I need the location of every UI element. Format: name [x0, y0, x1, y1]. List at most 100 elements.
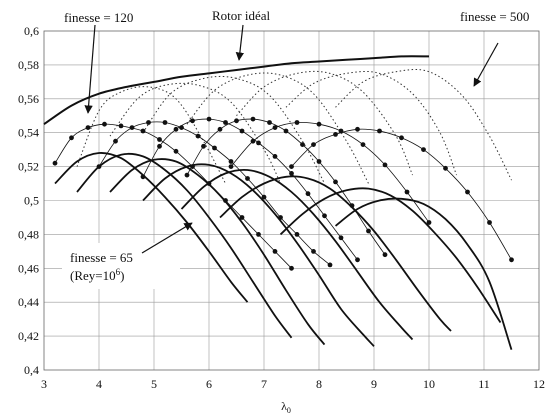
- data-point: [52, 160, 58, 166]
- series-line-thick-21: [334, 197, 513, 350]
- data-point: [355, 126, 360, 132]
- annotation-rotor-ideal: Rotor idéal: [212, 8, 271, 23]
- y-tick-label: 0,54: [18, 126, 39, 140]
- x-tick-label: 7: [261, 377, 267, 391]
- plot-frame: [43, 30, 540, 371]
- data-point: [377, 128, 382, 134]
- data-point: [217, 126, 223, 132]
- data-point: [311, 142, 316, 148]
- data-point: [316, 159, 322, 164]
- series-line-thick-15: [76, 152, 293, 339]
- data-point: [421, 147, 426, 153]
- data-point: [327, 262, 333, 268]
- y-tick-label: 0,42: [18, 329, 39, 343]
- data-point: [267, 120, 272, 125]
- data-point: [146, 120, 151, 125]
- data-point: [190, 118, 195, 124]
- data-point: [256, 140, 261, 146]
- data-point: [206, 116, 212, 122]
- series-line-markers-10: [142, 118, 358, 261]
- data-point: [443, 165, 448, 171]
- data-point: [289, 171, 294, 176]
- data-point: [272, 154, 278, 159]
- data-point: [129, 125, 135, 130]
- data-point: [289, 164, 294, 170]
- x-tick-label: 10: [423, 377, 435, 391]
- y-tick-label: 0,58: [18, 58, 39, 72]
- data-point: [201, 143, 206, 149]
- data-point: [426, 220, 432, 225]
- data-point: [272, 249, 278, 254]
- data-point: [360, 142, 366, 148]
- series-line-dotted-3: [142, 75, 325, 184]
- arrow-finesse-500: [473, 42, 499, 87]
- data-point: [239, 215, 245, 220]
- data-point: [465, 189, 470, 195]
- arrow-rotor-ideal: [235, 24, 245, 61]
- data-point: [305, 191, 311, 197]
- data-point: [256, 232, 261, 237]
- data-point: [157, 137, 162, 142]
- arrow-finesse-120: [84, 24, 96, 114]
- series-line-thick-16: [109, 158, 326, 346]
- x-tick-label: 8: [316, 377, 322, 391]
- y-tick-label: 0,6: [24, 24, 39, 38]
- data-point: [245, 176, 250, 181]
- series-line-ideal-0: [43, 55, 430, 126]
- data-point: [311, 249, 316, 254]
- data-point: [234, 118, 239, 124]
- x-tick-label: 9: [371, 377, 377, 391]
- y-tick-label: 0,46: [18, 261, 39, 275]
- y-tick-label: 0,5: [24, 194, 39, 208]
- data-point: [228, 164, 234, 170]
- data-point: [382, 252, 388, 258]
- data-point: [212, 145, 217, 151]
- annotation-finesse-65: finesse = 65: [70, 250, 133, 265]
- series-line-markers-12: [230, 121, 430, 223]
- data-point: [113, 138, 118, 144]
- annotation-finesse-120: finesse = 120: [64, 10, 133, 25]
- x-tick-label: 11: [478, 377, 490, 391]
- series-line-thick-14: [54, 152, 249, 303]
- data-point: [272, 125, 278, 130]
- data-point: [366, 228, 371, 234]
- data-point: [261, 194, 267, 200]
- series-line-thick-18: [180, 168, 414, 341]
- data-point: [162, 120, 168, 125]
- series-line-markers-13: [291, 128, 512, 261]
- data-point: [316, 121, 322, 127]
- annotation-reynolds: (Rey=106): [70, 267, 124, 283]
- data-point: [404, 189, 410, 195]
- x-tick-label: 12: [533, 377, 545, 391]
- y-tick-label: 0,48: [18, 227, 39, 241]
- series-line-thick-17: [142, 163, 375, 347]
- data-point: [118, 123, 124, 129]
- data-point: [487, 220, 492, 225]
- data-point: [338, 235, 344, 241]
- x-tick-label: 3: [41, 377, 47, 391]
- data-point: [322, 213, 327, 219]
- data-point: [250, 116, 256, 122]
- data-point: [223, 120, 228, 125]
- data-point: [239, 128, 245, 134]
- grid-lines: [44, 31, 539, 370]
- data-point: [283, 128, 289, 134]
- data-point: [382, 162, 388, 168]
- y-tick-label: 0,56: [18, 92, 39, 106]
- data-point: [173, 126, 179, 132]
- data-point: [509, 257, 514, 263]
- data-point: [140, 128, 146, 134]
- annotation-finesse-500: finesse = 500: [460, 9, 529, 24]
- y-tick-labels: 0,4 0,42 0,44 0,46 0,48 0,5 0,52 0,54 0,56 0,58 0,…: [18, 24, 39, 377]
- series-line-dotted-7: [335, 68, 512, 181]
- data-point: [399, 135, 404, 141]
- series-group: [43, 55, 514, 350]
- data-point: [300, 142, 305, 148]
- data-point: [333, 132, 338, 137]
- series-line-dotted-6: [285, 70, 457, 176]
- y-tick-label: 0,52: [18, 160, 39, 174]
- data-point: [250, 138, 256, 144]
- data-point: [69, 135, 74, 141]
- series-line-thick-20: [279, 187, 502, 323]
